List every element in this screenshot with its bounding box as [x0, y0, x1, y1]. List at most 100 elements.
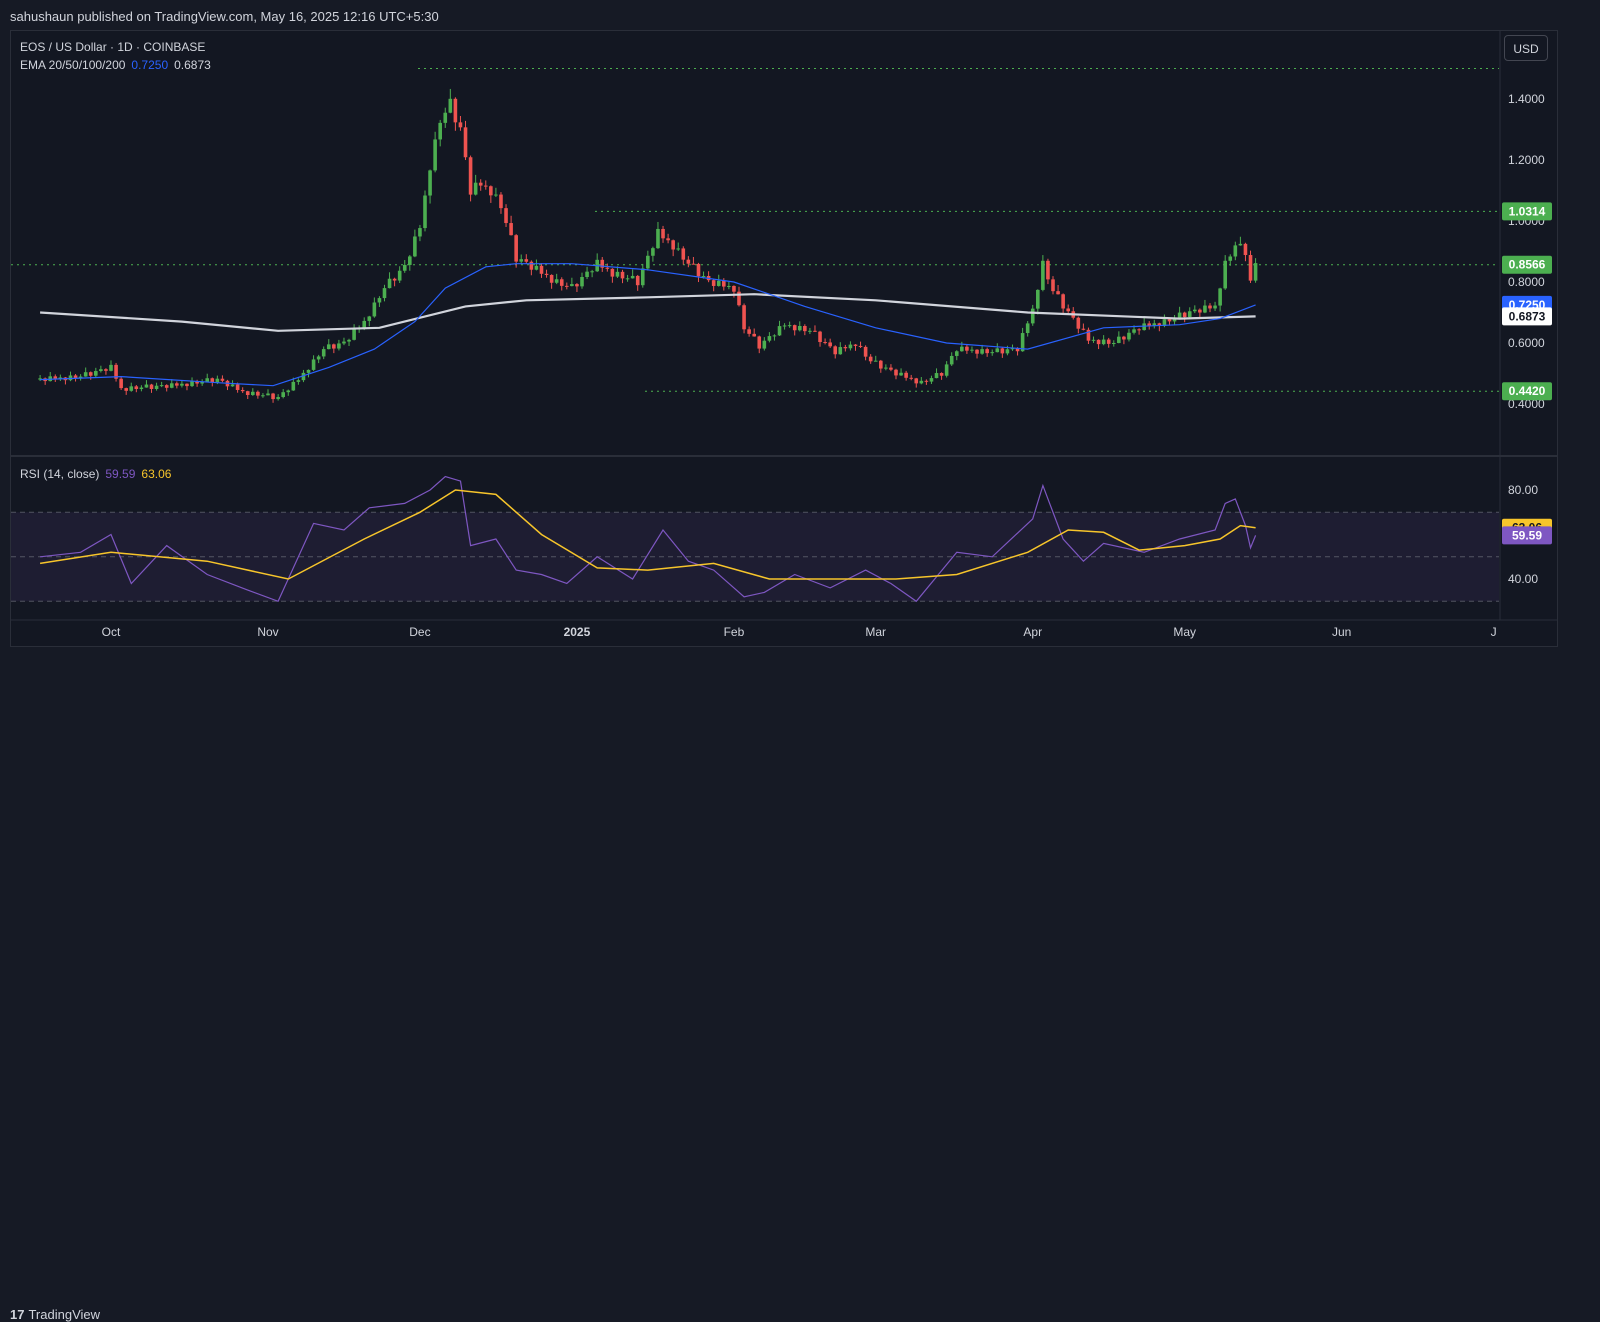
candle-body — [1025, 323, 1030, 334]
candle-body — [909, 377, 913, 379]
candle-body — [296, 380, 301, 382]
candle-body — [1046, 260, 1050, 280]
candle-body — [808, 330, 812, 332]
candle-body — [1091, 339, 1096, 341]
chart-frame[interactable] — [10, 30, 1558, 647]
candle-body — [651, 248, 655, 256]
candle-body — [134, 386, 139, 390]
candle-body — [215, 378, 220, 383]
candle-body — [539, 265, 544, 274]
candle-body — [534, 265, 539, 270]
candle-body — [1015, 348, 1020, 352]
candle-body — [848, 344, 853, 349]
candle-body — [676, 248, 681, 250]
candle-body — [1020, 333, 1025, 352]
candle-body — [954, 351, 959, 356]
candle-body — [1076, 317, 1081, 329]
candle-body — [235, 384, 240, 390]
candle-body — [124, 388, 128, 391]
candle-body — [929, 378, 934, 382]
candle-body — [727, 285, 731, 287]
candle-body — [792, 325, 797, 331]
candle-body — [190, 381, 194, 387]
candle-body — [1117, 336, 1121, 343]
candle-body — [266, 393, 270, 396]
ema-fast-line — [40, 263, 1256, 387]
candle-body — [1066, 308, 1070, 312]
candle-body — [1127, 332, 1131, 340]
candle-body — [164, 385, 169, 388]
candle-body — [53, 376, 58, 380]
time-tick-label: Nov — [257, 625, 278, 639]
candle-body — [1137, 329, 1141, 331]
candle-body — [565, 285, 569, 287]
candle-body — [99, 369, 103, 372]
candle-body — [787, 325, 792, 327]
candle-body — [965, 346, 969, 351]
candle-body — [68, 375, 73, 381]
time-tick-label: Oct — [102, 625, 121, 639]
candle-body — [1167, 319, 1172, 322]
time-tick-label: Apr — [1023, 625, 1042, 639]
candle-body — [342, 341, 346, 344]
candle-body — [78, 376, 83, 379]
candle-body — [894, 369, 898, 376]
candle-body — [990, 352, 995, 354]
tv-logo-icon: 17 — [10, 1307, 25, 1322]
candle-body — [1106, 339, 1111, 344]
candle-body — [1253, 263, 1258, 281]
candle-body — [326, 344, 331, 350]
chart-canvas[interactable]: 1.40001.20001.00000.80000.60000.400080.0… — [0, 0, 1600, 699]
candle-body — [210, 378, 215, 383]
candle-body — [458, 122, 463, 128]
ema-label: EMA 20/50/100/200 — [20, 58, 126, 72]
candle-body — [1218, 288, 1222, 306]
candle-body — [782, 325, 787, 327]
candle-body — [752, 333, 756, 337]
rsi-tick-label: 80.00 — [1508, 483, 1538, 497]
candle-body — [352, 329, 356, 340]
candle-body — [544, 273, 549, 275]
candle-body — [818, 331, 822, 343]
candle-body — [1177, 312, 1182, 318]
candle-body — [716, 280, 721, 286]
candle-body — [813, 330, 817, 332]
candle-body — [463, 127, 468, 158]
candle-body — [1193, 309, 1197, 312]
ema-legend: EMA 20/50/100/200 0.7250 0.6873 — [20, 58, 217, 72]
candle-body — [205, 378, 210, 382]
rsi-label: RSI (14, close) — [20, 467, 100, 481]
candle-body — [408, 256, 412, 265]
candle-body — [635, 275, 640, 286]
candle-body — [1122, 336, 1126, 340]
currency-button[interactable]: USD — [1504, 35, 1548, 61]
level-badge: 0.4420 — [1509, 384, 1546, 398]
candle-body — [524, 259, 529, 262]
candle-body — [382, 288, 387, 299]
rsi-tick-label: 40.00 — [1508, 572, 1538, 586]
candle-body — [1132, 329, 1136, 333]
candle-body — [73, 375, 78, 379]
candle-body — [402, 264, 407, 271]
candle-body — [453, 98, 458, 123]
time-tick-label: Mar — [865, 625, 886, 639]
candle-body — [889, 367, 893, 370]
candle-body — [980, 349, 984, 354]
candle-body — [620, 271, 625, 279]
symbol-legend: EOS / US Dollar · 1D · COINBASE — [20, 40, 211, 54]
candle-body — [757, 336, 762, 349]
candle-body — [1056, 291, 1060, 295]
candle-body — [995, 348, 1000, 353]
candle-body — [245, 391, 250, 396]
candle-body — [220, 378, 225, 381]
candle-body — [823, 342, 827, 344]
candle-body — [251, 391, 255, 396]
ema-value-fast: 0.7250 — [131, 58, 169, 72]
level-badge-bg — [1502, 382, 1552, 401]
candle-body — [256, 391, 260, 396]
candle-body — [1238, 243, 1243, 246]
candle-body — [681, 248, 686, 260]
candle-body — [38, 378, 42, 380]
candle-body — [949, 355, 954, 365]
candle-body — [392, 278, 397, 281]
